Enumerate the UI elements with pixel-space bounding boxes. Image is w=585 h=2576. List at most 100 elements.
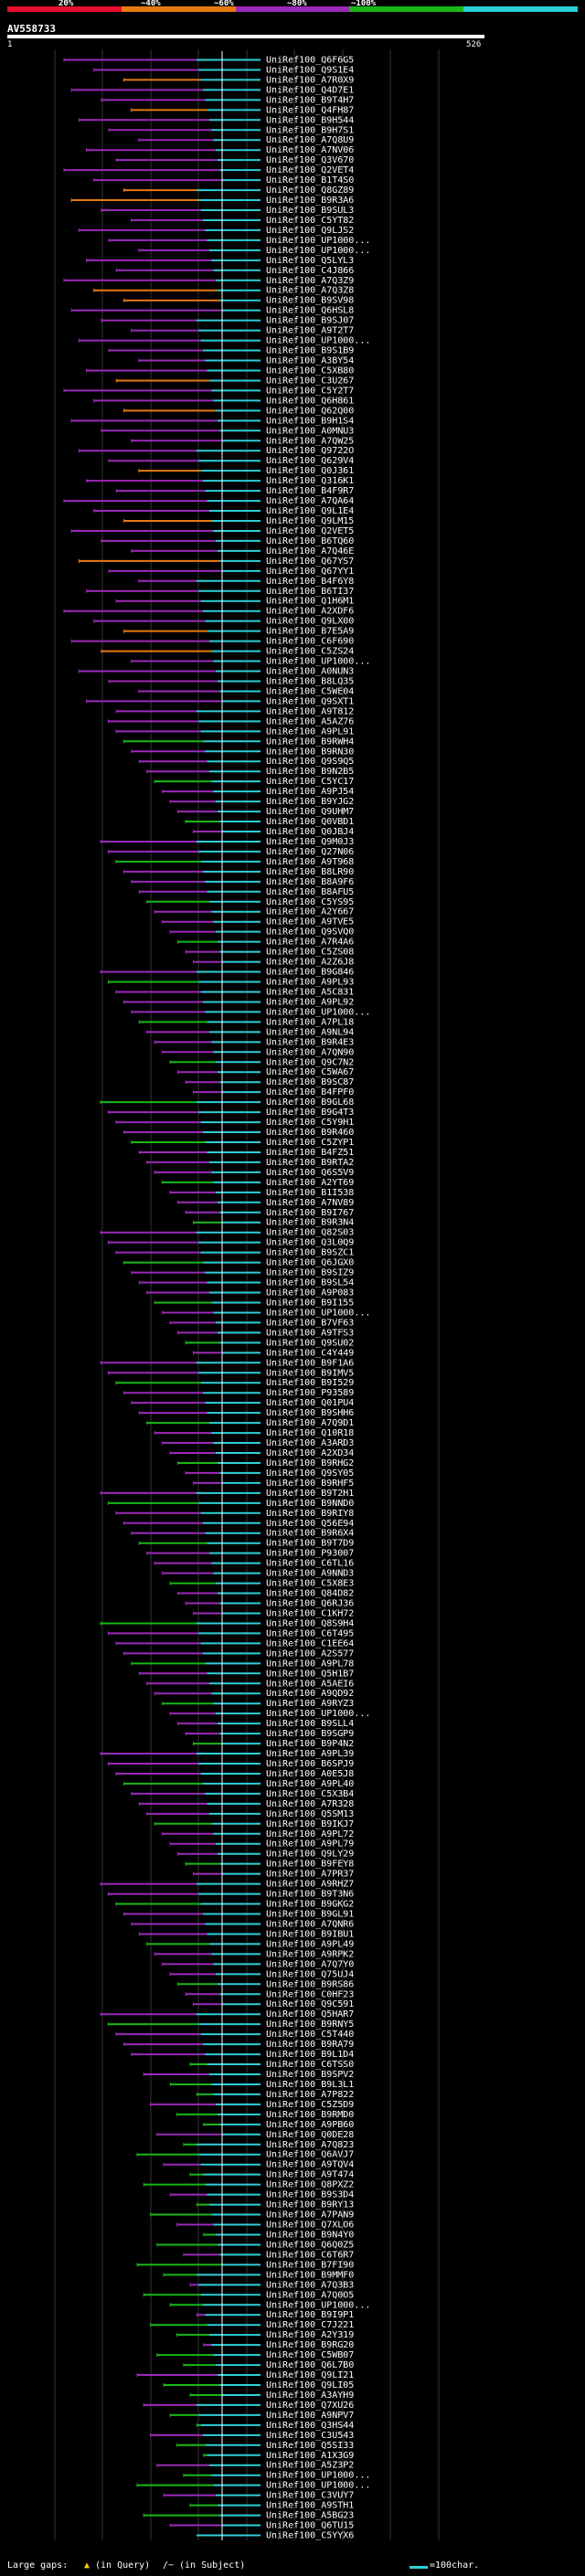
hit-label[interactable]: UniRef100_A7R328 [266,1799,354,1809]
hit-label[interactable]: UniRef100_A2S577 [266,1648,354,1659]
hit-label[interactable]: UniRef100_B9RHF5 [266,1479,354,1489]
hit-label[interactable]: UniRef100_Q8PXZ2 [266,2180,354,2190]
hit-label[interactable]: UniRef100_A0NUN3 [266,667,354,677]
hit-label[interactable]: UniRef100_B7E5A9 [266,627,354,637]
hit-label[interactable]: UniRef100_A9STH1 [266,2501,354,2511]
hit-label[interactable]: UniRef100_Q9M0J3 [266,837,354,847]
hit-label[interactable]: UniRef100_UP1000... [266,2300,370,2310]
hit-label[interactable]: UniRef100_B9F1A6 [266,1358,354,1368]
hit-label[interactable]: UniRef100_P93589 [266,1388,354,1398]
hit-label[interactable]: UniRef100_A7Q823 [266,2140,354,2150]
hit-label[interactable]: UniRef100_B9IMV5 [266,1368,354,1378]
hit-label[interactable]: UniRef100_A0MNU3 [266,426,354,436]
hit-label[interactable]: UniRef100_A9PL72 [266,1829,354,1839]
hit-label[interactable]: UniRef100_Q9LY29 [266,1850,354,1860]
hit-label[interactable]: UniRef100_B9FEY8 [266,1860,354,1870]
hit-label[interactable]: UniRef100_UP1000... [266,2471,370,2481]
hit-label[interactable]: UniRef100_B9GKG2 [266,1900,354,1910]
hit-label[interactable]: UniRef100_A2XD34 [266,1448,354,1458]
hit-label[interactable]: UniRef100_A9TFS3 [266,1328,354,1338]
hit-label[interactable]: UniRef100_Q9SU02 [266,1338,354,1348]
hit-label[interactable]: UniRef100_A7Q8U9 [266,135,354,145]
hit-label[interactable]: UniRef100_B4FZ51 [266,1148,354,1158]
hit-label[interactable]: UniRef100_Q5HAR7 [266,2009,354,2019]
hit-label[interactable]: UniRef100_B9R3A6 [266,196,354,206]
hit-label[interactable]: UniRef100_B9I767 [266,1208,354,1218]
hit-label[interactable]: UniRef100_B9RHG2 [266,1458,354,1468]
hit-label[interactable]: UniRef100_C5ZS24 [266,647,354,657]
hit-label[interactable]: UniRef100_B9RA79 [266,2040,354,2050]
hit-label[interactable]: UniRef100_Q62Q00 [266,406,354,416]
hit-label[interactable]: UniRef100_Q9SVQ0 [266,928,354,938]
hit-label[interactable]: UniRef100_A3ARD3 [266,1438,354,1448]
hit-label[interactable]: UniRef100_B9N4Y0 [266,2230,354,2240]
hit-label[interactable]: UniRef100_Q9722O [266,446,354,456]
hit-label[interactable]: UniRef100_A9RHZ7 [266,1880,354,1890]
hit-label[interactable]: UniRef100_A3BY54 [266,356,354,366]
hit-label[interactable]: UniRef100_Q5SI33 [266,2441,354,2451]
hit-label[interactable]: UniRef100_B9R460 [266,1128,354,1138]
hit-label[interactable]: UniRef100_C5YT82 [266,216,354,226]
hit-label[interactable]: UniRef100_C5WA67 [266,1067,354,1077]
hit-label[interactable]: UniRef100_Q9L1E4 [266,506,354,516]
hit-label[interactable]: UniRef100_Q84D82 [266,1589,354,1599]
hit-label[interactable]: UniRef100_Q3HS44 [266,2421,354,2431]
hit-label[interactable]: UniRef100_Q6HSL8 [266,306,354,316]
hit-label[interactable]: UniRef100_A7P822 [266,2090,354,2100]
hit-label[interactable]: UniRef100_A3AYH9 [266,2390,354,2401]
hit-label[interactable]: UniRef100_C6TL16 [266,1559,354,1569]
hit-label[interactable]: UniRef100_Q9C7N2 [266,1057,354,1067]
hit-label[interactable]: UniRef100_Q4FH87 [266,105,354,115]
hit-label[interactable]: UniRef100_UP1000... [266,1709,370,1719]
hit-label[interactable]: UniRef100_B8LR90 [266,867,354,877]
hit-label[interactable]: UniRef100_A9P083 [266,1288,354,1299]
hit-label[interactable]: UniRef100_C5Y2T7 [266,386,354,396]
hit-label[interactable]: UniRef100_A7QNR6 [266,1919,354,1929]
hit-label[interactable]: UniRef100_B9RTA2 [266,1158,354,1168]
hit-label[interactable]: UniRef100_Q82S03 [266,1228,354,1238]
hit-label[interactable]: UniRef100_Q629V4 [266,456,354,466]
hit-label[interactable]: UniRef100_A2Y667 [266,907,354,917]
hit-label[interactable]: UniRef100_UP1000... [266,246,370,256]
hit-label[interactable]: UniRef100_A7PL18 [266,1017,354,1027]
hit-label[interactable]: UniRef100_Q9LI05 [266,2380,354,2390]
hit-label[interactable]: UniRef100_B9H544 [266,115,354,125]
hit-label[interactable]: UniRef100_Q6AVJ7 [266,2150,354,2160]
hit-label[interactable]: UniRef100_Q316K1 [266,476,354,486]
hit-label[interactable]: UniRef100_A9NL94 [266,1027,354,1037]
hit-label[interactable]: UniRef100_Q9C591 [266,1999,354,2009]
hit-label[interactable]: UniRef100_B1I538 [266,1188,354,1198]
hit-label[interactable]: UniRef100_Q2VET5 [266,526,354,536]
hit-label[interactable]: UniRef100_B9SL54 [266,1278,354,1288]
hit-label[interactable]: UniRef100_Q3V670 [266,155,354,165]
hit-label[interactable]: UniRef100_Q9LJS2 [266,226,354,236]
hit-label[interactable]: UniRef100_A1X3G9 [266,2451,354,2461]
hit-label[interactable]: UniRef100_B9SGP9 [266,1729,354,1739]
hit-label[interactable]: UniRef100_A9TQV4 [266,2160,354,2170]
hit-label[interactable]: UniRef100_A9T2T7 [266,326,354,336]
hit-label[interactable]: UniRef100_Q9LI21 [266,2370,354,2380]
hit-label[interactable]: UniRef100_UP1000... [266,1007,370,1017]
hit-label[interactable]: UniRef100_A5AEI6 [266,1679,354,1689]
hit-label[interactable]: UniRef100_Q0DE28 [266,2130,354,2140]
hit-label[interactable]: UniRef100_A9T812 [266,706,354,716]
hit-label[interactable]: UniRef100_B9RWH4 [266,737,354,747]
hit-label[interactable]: UniRef100_B9RY13 [266,2200,354,2210]
hit-label[interactable]: UniRef100_B9R4E3 [266,1037,354,1047]
hit-label[interactable]: UniRef100_B9RN30 [266,747,354,757]
hit-label[interactable]: UniRef100_B9RG20 [266,2340,354,2350]
hit-label[interactable]: UniRef100_Q3L0Q9 [266,1238,354,1248]
hit-label[interactable]: UniRef100_B9SHH6 [266,1408,354,1418]
hit-label[interactable]: UniRef100_Q6L7B0 [266,2360,354,2370]
hit-label[interactable]: UniRef100_Q9S1E4 [266,65,354,75]
hit-label[interactable]: UniRef100_C1KH72 [266,1608,354,1618]
hit-label[interactable]: UniRef100_A7R0X9 [266,75,354,85]
hit-label[interactable]: UniRef100_A2Y319 [266,2330,354,2340]
hit-label[interactable]: UniRef100_B9RNY5 [266,2019,354,2030]
hit-label[interactable]: UniRef100_A5Z3P2 [266,2461,354,2471]
hit-label[interactable]: UniRef100_C6F690 [266,637,354,647]
hit-label[interactable]: UniRef100_B4F9R7 [266,486,354,496]
hit-label[interactable]: UniRef100_UP1000... [266,2481,370,2491]
hit-label[interactable]: UniRef100_A9NND3 [266,1569,354,1579]
hit-label[interactable]: UniRef100_B7VF63 [266,1318,354,1328]
